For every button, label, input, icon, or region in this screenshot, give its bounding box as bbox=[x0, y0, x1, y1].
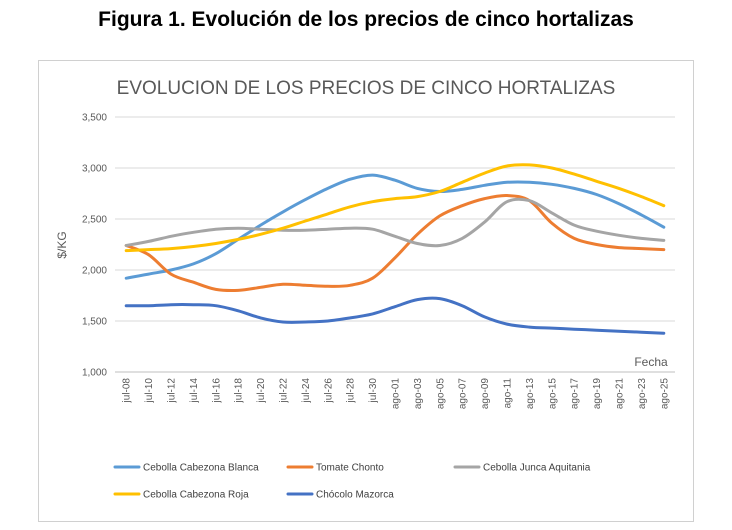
x-tick-label: jul-20 bbox=[256, 378, 267, 404]
x-tick-label: ago-19 bbox=[592, 378, 603, 410]
x-tick-label: ago-09 bbox=[480, 378, 491, 410]
x-tick-label: ago-07 bbox=[458, 378, 469, 410]
x-tick-label: ago-13 bbox=[525, 378, 536, 410]
y-tick-label: 1,000 bbox=[82, 368, 107, 379]
y-tick-label: 3,500 bbox=[82, 113, 107, 124]
x-tick-label: jul-24 bbox=[301, 378, 312, 404]
chart-title: EVOLUCION DE LOS PRECIOS DE CINCO HORTAL… bbox=[117, 78, 616, 99]
x-axis-ticks: jul-08 jul-10 jul-12 jul-14 jul-16 jul-18 jul-… bbox=[122, 378, 671, 410]
x-tick-label: jul-12 bbox=[167, 378, 178, 404]
x-tick-label: ago-17 bbox=[570, 378, 581, 410]
x-tick-label: jul-18 bbox=[234, 378, 245, 404]
y-axis-ticks: 1,000 1,500 2,000 2,500 3,000 3,500 bbox=[82, 113, 107, 379]
series-line bbox=[124, 197, 666, 248]
y-axis-label: $/KG bbox=[55, 231, 69, 258]
x-tick-label: jul-28 bbox=[346, 378, 357, 404]
x-tick-label: ago-15 bbox=[547, 378, 558, 410]
x-tick-label: jul-30 bbox=[368, 378, 379, 404]
figure-title: Figura 1. Evolución de los precios de ci… bbox=[98, 8, 634, 31]
x-tick-label: ago-03 bbox=[413, 378, 424, 410]
x-tick-label: jul-14 bbox=[189, 378, 200, 404]
gridlines bbox=[115, 116, 675, 373]
y-tick-label: 2,500 bbox=[82, 215, 107, 226]
x-axis-label: Fecha bbox=[634, 355, 668, 369]
legend-label: Cebolla Cabezona Roja bbox=[143, 490, 249, 501]
legend-label: Cebolla Cabezona Blanca bbox=[143, 463, 259, 474]
y-tick-label: 3,000 bbox=[82, 164, 107, 175]
x-tick-label: ago-23 bbox=[637, 378, 648, 410]
series-line bbox=[124, 163, 666, 253]
series-line bbox=[124, 296, 666, 335]
x-tick-label: jul-26 bbox=[323, 378, 334, 404]
y-tick-label: 1,500 bbox=[82, 317, 107, 328]
y-tick-label: 2,000 bbox=[82, 266, 107, 277]
legend-label: Tomate Chonto bbox=[316, 463, 384, 474]
x-tick-label: ago-21 bbox=[615, 378, 626, 410]
chart-frame bbox=[38, 60, 694, 522]
legend-label: Chócolo Mazorca bbox=[316, 490, 394, 501]
series-line bbox=[124, 173, 666, 280]
x-tick-label: ago-01 bbox=[391, 378, 402, 410]
x-tick-label: ago-25 bbox=[659, 378, 670, 410]
series-lines bbox=[124, 163, 666, 335]
x-tick-label: ago-11 bbox=[503, 378, 514, 409]
x-tick-label: ago-05 bbox=[435, 378, 446, 410]
x-tick-label: jul-22 bbox=[279, 378, 290, 404]
legend: Cebolla Cabezona Blanca Tomate Chonto Cebo… bbox=[113, 463, 591, 501]
x-tick-label: jul-16 bbox=[211, 378, 222, 404]
x-tick-label: jul-08 bbox=[122, 378, 133, 404]
x-tick-label: jul-10 bbox=[144, 378, 155, 404]
legend-label: Cebolla Junca Aquitania bbox=[483, 463, 591, 474]
series-line bbox=[124, 193, 666, 293]
